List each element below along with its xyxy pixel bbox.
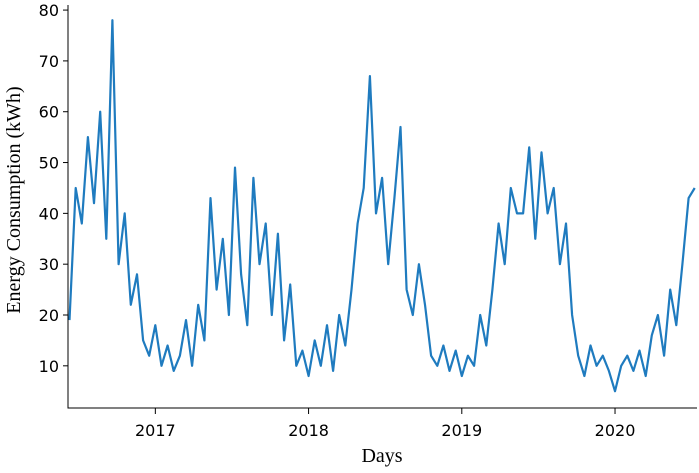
line-series (68, 19, 696, 393)
y-tick-label: 30 (39, 255, 59, 274)
y-tick-label: 10 (39, 357, 59, 376)
x-tick-label: 2017 (135, 421, 176, 440)
x-tick-label: 2019 (441, 421, 482, 440)
y-tick-label: 40 (39, 204, 59, 223)
axes-frame (67, 5, 697, 409)
y-tick-label: 20 (39, 306, 59, 325)
y-tick-label: 80 (39, 1, 59, 20)
x-axis-label: Days (361, 445, 402, 467)
y-tick-label: 50 (39, 154, 59, 173)
y-tick-label: 60 (39, 103, 59, 122)
x-tick-label: 2020 (595, 421, 636, 440)
y-axis-label: Energy Consumption (kWh) (3, 86, 25, 313)
y-tick-label: 70 (39, 52, 59, 71)
x-tick-label: 2018 (288, 421, 329, 440)
